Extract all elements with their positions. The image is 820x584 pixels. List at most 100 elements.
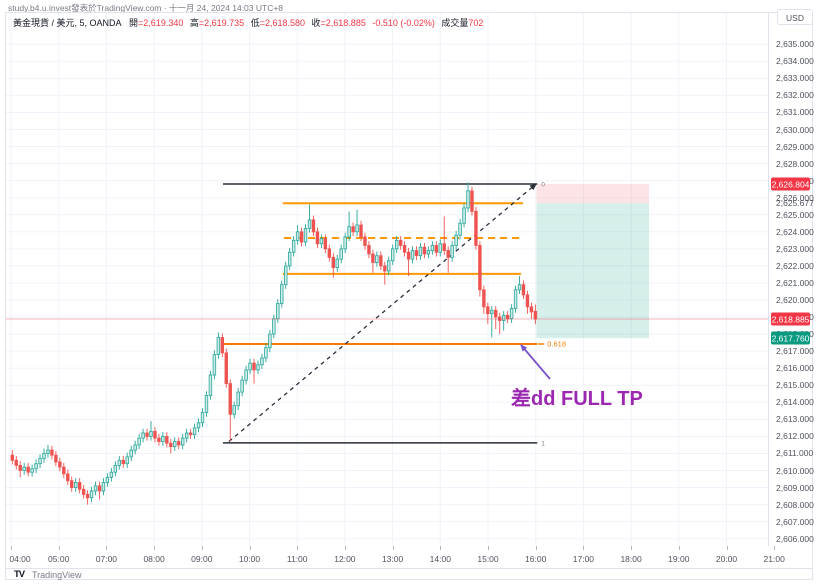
candle: [482, 285, 486, 314]
trade-note-text[interactable]: 差dd FULL TP: [511, 388, 643, 410]
candle: [391, 244, 395, 266]
candle: [505, 311, 510, 324]
candle: [10, 450, 14, 465]
time-tick-label: 05:00: [48, 554, 70, 564]
candle: [161, 432, 165, 446]
currency-button[interactable]: USD: [777, 9, 813, 25]
candle: [137, 433, 141, 450]
candle: [501, 311, 506, 331]
price-axis[interactable]: 2,635.000 2,634.000 2,633.000 2,632.000 2,63…: [769, 13, 814, 546]
candle: [513, 285, 518, 313]
candles: [10, 182, 538, 505]
price-tick-label: 2,617.000: [776, 346, 814, 357]
candle: [169, 438, 173, 454]
time-tick-label: 14:00: [429, 554, 451, 564]
price-tick-label: 2,622.000: [776, 260, 814, 271]
candlestick-chart: 0 0.618 1: [6, 13, 768, 546]
candle: [196, 418, 201, 433]
time-tick-label: 18:00: [620, 554, 642, 564]
candle: [367, 241, 371, 259]
candle: [363, 232, 367, 250]
fib-retracement[interactable]: 0 0.618 1: [223, 182, 566, 448]
tradingview-logo-icon[interactable]: TV: [14, 569, 25, 580]
candle: [157, 433, 161, 446]
note-arrow[interactable]: [520, 344, 551, 380]
price-tick-label: 2,630.000: [776, 124, 814, 135]
candle: [371, 249, 375, 273]
time-tick-label: 21:00: [763, 554, 785, 564]
candle: [228, 379, 232, 442]
candle: [216, 332, 221, 359]
candle: [426, 246, 431, 259]
candle: [418, 242, 423, 260]
candle: [165, 432, 169, 448]
price-tick-label: 2,620.000: [776, 295, 814, 305]
candle: [315, 227, 320, 249]
price-tick-label: 2,608.000: [776, 499, 814, 510]
candle: [486, 302, 490, 324]
candle: [434, 241, 439, 257]
level-price-label: 2,625.677: [776, 198, 814, 209]
price-tick-label: 2,629.000: [776, 141, 814, 152]
time-tick-label: 07:00: [95, 554, 118, 564]
candle: [125, 452, 129, 468]
candle: [177, 437, 181, 450]
candle: [244, 365, 248, 385]
candle: [355, 209, 359, 237]
candle: [280, 280, 284, 308]
candle: [319, 234, 324, 249]
price-tick-label: 2,624.000: [776, 226, 814, 237]
candle: [153, 427, 157, 443]
candle: [276, 299, 280, 324]
take-profit-zone: [536, 203, 649, 339]
stop-loss-zone: [536, 184, 649, 204]
candle: [272, 314, 276, 339]
tradingview-logo-text[interactable]: TradingView: [32, 570, 82, 580]
candle: [394, 236, 399, 254]
ohlc-low: 低=2,618.580: [250, 18, 305, 28]
candle: [204, 391, 209, 417]
candle: [34, 459, 38, 474]
candle: [311, 215, 316, 237]
candle: [498, 312, 502, 335]
symbol-title[interactable]: 黃金現貨 / 美元, 5, OANDA: [13, 18, 122, 28]
fib-trend-line: [228, 183, 537, 443]
candle: [450, 241, 454, 262]
candle: [525, 290, 530, 314]
candle: [470, 186, 474, 216]
candle: [383, 261, 387, 285]
candle: [50, 445, 54, 460]
time-axis[interactable]: 04:00 05:00 07:00 08:00 09:00 10:00 11:00 12:00…: [6, 546, 812, 569]
time-tick-label: 19:00: [668, 554, 690, 564]
candle: [430, 241, 435, 255]
candle: [517, 276, 522, 295]
ohlc-close: 收=2,618.885: [311, 18, 366, 28]
time-tick-mark: [392, 546, 394, 550]
price-tick-label: 2,625.000: [776, 209, 814, 220]
candle: [224, 348, 228, 388]
candle: [284, 261, 288, 289]
ohlc-high: 高=2,619.735: [189, 18, 245, 28]
time-tick-mark: [11, 546, 12, 550]
time-tick-label: 09:00: [191, 554, 213, 564]
candle: [248, 358, 252, 375]
time-tick-label: 20:00: [715, 554, 738, 564]
price-pane[interactable]: 0 0.618 1 黃金現貨 / 美元, 5, OANDA 開=2,619.340 …: [6, 13, 769, 546]
price-tick-label: 2,611.000: [776, 448, 814, 459]
short-position-zones[interactable]: [536, 184, 649, 339]
candle: [287, 248, 292, 271]
candle: [414, 246, 419, 260]
candle: [509, 304, 514, 324]
candle: [30, 464, 34, 477]
candle: [327, 244, 332, 262]
candle: [85, 490, 90, 505]
time-tick-mark: [774, 546, 776, 550]
price-badge-red: 2,618.885: [771, 312, 810, 326]
candle: [93, 481, 98, 496]
volume-item: 成交量702: [441, 18, 484, 28]
candle: [54, 450, 58, 467]
candle: [339, 244, 343, 264]
candle: [141, 428, 145, 443]
candle: [42, 448, 46, 463]
candle: [343, 232, 347, 254]
